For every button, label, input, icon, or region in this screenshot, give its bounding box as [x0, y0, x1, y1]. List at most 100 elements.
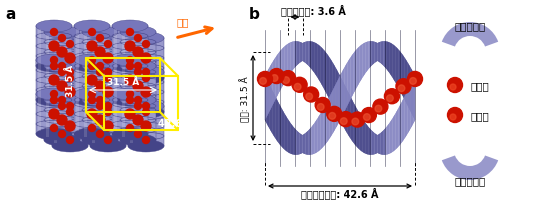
- Circle shape: [89, 57, 96, 64]
- Polygon shape: [411, 70, 412, 115]
- Circle shape: [65, 88, 75, 98]
- Circle shape: [375, 106, 382, 112]
- Circle shape: [135, 35, 141, 42]
- Polygon shape: [409, 87, 410, 131]
- Circle shape: [133, 115, 143, 125]
- Polygon shape: [311, 42, 312, 70]
- Polygon shape: [286, 117, 287, 151]
- Circle shape: [126, 97, 134, 104]
- Polygon shape: [130, 109, 133, 143]
- Ellipse shape: [44, 61, 80, 73]
- Circle shape: [96, 35, 103, 42]
- Polygon shape: [294, 128, 295, 155]
- Circle shape: [87, 42, 97, 52]
- Ellipse shape: [112, 95, 148, 106]
- Polygon shape: [265, 77, 266, 122]
- Polygon shape: [278, 103, 279, 144]
- Polygon shape: [407, 91, 408, 135]
- Polygon shape: [320, 47, 321, 83]
- Polygon shape: [122, 103, 125, 137]
- Text: b: b: [249, 7, 260, 22]
- Polygon shape: [267, 81, 268, 126]
- Ellipse shape: [112, 128, 148, 140]
- Ellipse shape: [82, 134, 118, 146]
- Circle shape: [142, 69, 150, 76]
- Polygon shape: [381, 132, 382, 155]
- Circle shape: [104, 109, 112, 116]
- Circle shape: [126, 91, 134, 98]
- Polygon shape: [303, 135, 304, 154]
- Polygon shape: [376, 43, 377, 62]
- Polygon shape: [321, 112, 322, 149]
- Polygon shape: [368, 42, 369, 70]
- Circle shape: [96, 103, 103, 110]
- Polygon shape: [299, 42, 300, 64]
- Circle shape: [280, 71, 295, 86]
- Circle shape: [408, 72, 422, 87]
- Polygon shape: [289, 44, 290, 76]
- Circle shape: [398, 85, 405, 92]
- Polygon shape: [284, 47, 285, 83]
- Ellipse shape: [112, 21, 148, 33]
- Polygon shape: [296, 131, 297, 155]
- Polygon shape: [352, 55, 353, 97]
- Polygon shape: [84, 70, 87, 103]
- Circle shape: [96, 131, 103, 138]
- Circle shape: [58, 131, 65, 138]
- Polygon shape: [293, 127, 294, 155]
- Circle shape: [51, 29, 58, 36]
- Polygon shape: [307, 42, 308, 65]
- Polygon shape: [394, 115, 395, 151]
- Polygon shape: [302, 135, 303, 153]
- Text: カルボン酸: カルボン酸: [454, 21, 486, 31]
- Polygon shape: [270, 66, 271, 110]
- Polygon shape: [379, 43, 380, 63]
- Polygon shape: [355, 106, 356, 146]
- Polygon shape: [405, 60, 406, 103]
- Polygon shape: [305, 133, 306, 155]
- Ellipse shape: [52, 140, 88, 152]
- Circle shape: [142, 137, 150, 144]
- Polygon shape: [299, 133, 300, 155]
- Polygon shape: [74, 27, 110, 67]
- Polygon shape: [266, 74, 267, 119]
- Polygon shape: [388, 125, 389, 154]
- Polygon shape: [279, 105, 280, 145]
- Polygon shape: [46, 36, 49, 70]
- Polygon shape: [82, 67, 118, 106]
- Circle shape: [315, 98, 330, 113]
- Polygon shape: [44, 67, 80, 106]
- Polygon shape: [311, 127, 312, 155]
- Circle shape: [257, 72, 272, 87]
- Polygon shape: [337, 71, 338, 116]
- Polygon shape: [368, 42, 369, 70]
- Polygon shape: [82, 100, 118, 140]
- Polygon shape: [370, 129, 371, 155]
- Polygon shape: [332, 91, 333, 135]
- Text: 直径: 31.5 Å: 直径: 31.5 Å: [240, 76, 250, 121]
- Polygon shape: [304, 43, 305, 63]
- Polygon shape: [334, 87, 335, 131]
- Polygon shape: [297, 132, 298, 155]
- Polygon shape: [44, 33, 80, 73]
- Circle shape: [58, 97, 65, 104]
- Polygon shape: [377, 135, 378, 153]
- Ellipse shape: [82, 27, 118, 39]
- Ellipse shape: [52, 33, 88, 45]
- Circle shape: [384, 89, 399, 104]
- Ellipse shape: [82, 100, 118, 112]
- Polygon shape: [406, 61, 407, 104]
- Polygon shape: [351, 99, 352, 141]
- Polygon shape: [283, 48, 284, 86]
- Polygon shape: [356, 109, 358, 147]
- Circle shape: [126, 63, 134, 70]
- Polygon shape: [369, 128, 370, 155]
- Polygon shape: [52, 106, 88, 146]
- Polygon shape: [308, 42, 309, 66]
- Polygon shape: [412, 80, 414, 125]
- Polygon shape: [36, 27, 72, 67]
- Circle shape: [142, 103, 150, 110]
- Polygon shape: [301, 43, 302, 62]
- Polygon shape: [342, 71, 343, 116]
- Polygon shape: [319, 115, 320, 151]
